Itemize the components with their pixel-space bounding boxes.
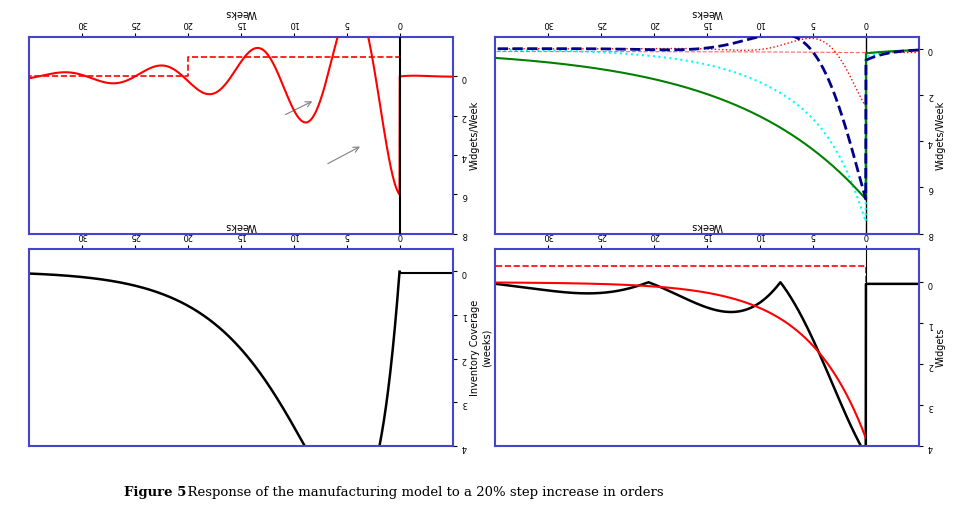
X-axis label: Weeks: Weeks (225, 221, 256, 230)
Y-axis label: Widgets: Widgets (936, 328, 946, 367)
Y-axis label: Inventory Coverage
(weeks): Inventory Coverage (weeks) (470, 299, 491, 396)
Text: Figure 5: Figure 5 (124, 486, 187, 499)
Y-axis label: Widgets/Week: Widgets/Week (936, 101, 946, 170)
X-axis label: Weeks: Weeks (691, 8, 723, 19)
X-axis label: Weeks: Weeks (225, 8, 256, 19)
X-axis label: Weeks: Weeks (691, 221, 723, 230)
Y-axis label: Widgets/Week: Widgets/Week (470, 101, 479, 170)
Text: Response of the manufacturing model to a 20% step increase in orders: Response of the manufacturing model to a… (179, 486, 663, 499)
